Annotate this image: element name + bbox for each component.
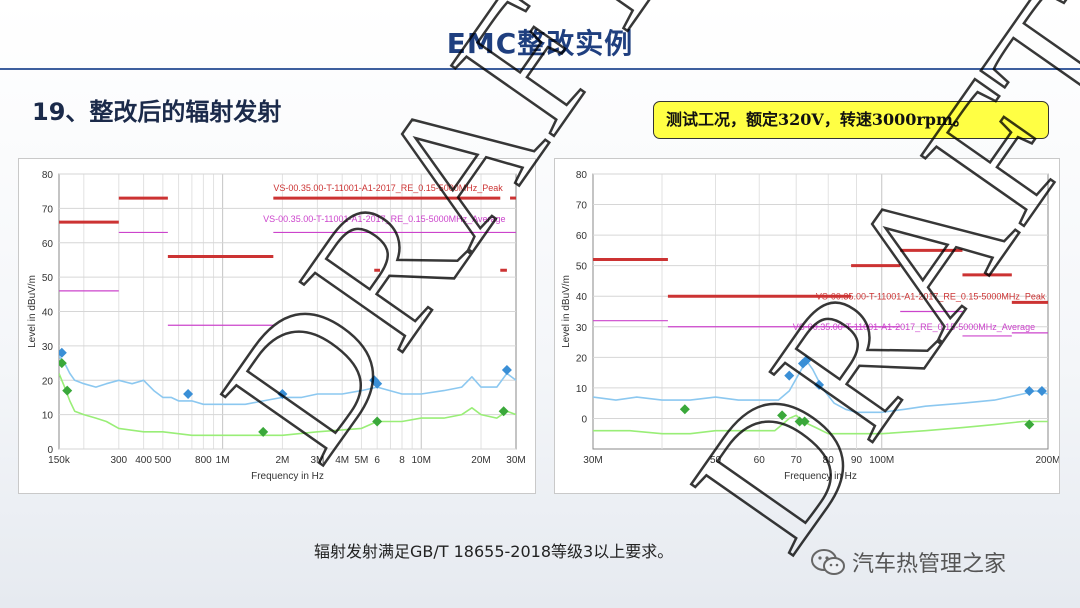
x-tick-label: 5M — [355, 455, 369, 466]
peak-marker — [501, 364, 512, 375]
x-tick-label: 4M — [335, 455, 349, 466]
x-tick-label: 8 — [399, 455, 405, 466]
y-tick-label: 80 — [42, 170, 54, 181]
peak-marker — [814, 379, 825, 390]
y-tick-label: 30 — [42, 342, 54, 353]
y-tick-label: 70 — [42, 204, 54, 215]
y-tick-label: 20 — [42, 376, 54, 387]
x-tick-label: 50 — [710, 455, 722, 466]
y-tick-label: 10 — [42, 411, 54, 422]
y-tick-label: 60 — [42, 239, 54, 250]
peak-trace-line — [59, 355, 516, 406]
x-tick-label: 200M — [1035, 455, 1059, 466]
wechat-icon — [811, 549, 845, 575]
test-condition-note: 测试工况，额定320V，转速3000rpm。 — [653, 101, 1049, 139]
x-tick-label: 300 — [110, 455, 127, 466]
compliance-caption: 辐射发射满足GB/T 18655-2018等级3以上要求。 — [314, 542, 674, 561]
chart-panel-high-band: 0 10 20 30 40 50 60 70 80 30M 50 60 70 80 90 100M 200M Fr… — [554, 158, 1060, 494]
peak-marker — [801, 355, 812, 366]
peak-marker — [784, 370, 795, 381]
plot-content: VS-00.35.00-T-11001-A1-2017_RE_0.15-5000… — [59, 183, 516, 437]
peak-marker — [183, 389, 194, 399]
y-tick-label: 20 — [576, 353, 588, 364]
peak-marker — [1024, 385, 1035, 396]
x-tick-label: 1M — [216, 455, 230, 466]
average-limit-label: VS-00.35.00-T-11001-A1-2017_RE_0.15-5000… — [793, 322, 1035, 332]
y-tick-label: 40 — [42, 308, 54, 319]
x-tick-label: 70 — [791, 455, 803, 466]
x-tick-label: 90 — [851, 455, 863, 466]
emission-chart-high-band: 0 10 20 30 40 50 60 70 80 30M 50 60 70 80 90 100M 200M Fr… — [561, 170, 1059, 482]
x-tick-label: 30M — [583, 455, 602, 466]
y-tick-label: 40 — [576, 292, 588, 303]
x-tick-label: 60 — [754, 455, 766, 466]
y-tick-label: 30 — [576, 323, 588, 334]
y-tick-label: 50 — [42, 273, 54, 284]
chart-panel-low-band: 0 10 20 30 40 50 60 70 80 150k 300 400 500 800 1M 2M 3M 4… — [18, 158, 536, 494]
plot-area — [592, 173, 1049, 450]
slide-title: EMC整改实例 — [446, 27, 634, 60]
brand-name: 汽车热管理之家 — [852, 552, 1007, 577]
average-marker — [372, 416, 383, 427]
y-axis-label: Level in dBuV/m — [561, 275, 572, 348]
x-tick-label: 400 — [135, 455, 152, 466]
y-tick-label: 50 — [576, 262, 588, 273]
x-tick-label: 2M — [275, 455, 289, 466]
average-marker — [777, 410, 788, 421]
x-tick-label: 100M — [869, 455, 894, 466]
average-marker — [1024, 419, 1035, 430]
y-tick-label: 0 — [581, 414, 587, 425]
x-tick-label: 500 — [155, 455, 172, 466]
average-marker — [258, 426, 269, 437]
average-marker — [799, 416, 810, 427]
peak-marker — [1036, 385, 1047, 396]
x-tick-label: 800 — [195, 455, 212, 466]
peak-marker — [59, 347, 67, 358]
title-divider — [0, 68, 1080, 70]
x-tick-label: 10M — [412, 455, 431, 466]
average-marker — [59, 358, 67, 369]
x-tick-label: 80 — [823, 455, 835, 466]
x-tick-label: 3M — [310, 455, 324, 466]
peak-limit-label: VS-00.35.00-T-11001-A1-2017_RE_0.15-5000… — [273, 183, 503, 193]
average-marker — [679, 404, 690, 415]
y-tick-label: 10 — [576, 384, 588, 395]
peak-trace-line — [593, 359, 1048, 414]
y-tick-label: 70 — [576, 201, 588, 212]
x-tick-label: 20M — [471, 455, 490, 466]
x-tick-label: 150k — [48, 455, 71, 466]
y-axis-label: Level in dBuV/m — [27, 275, 38, 348]
slide-subtitle: 19、整改后的辐射发射 — [32, 98, 282, 126]
y-tick-label: 80 — [576, 170, 588, 181]
average-limit-label: VS-00.35.00-T-11001-A1-2017_RE_0.15-5000… — [263, 214, 505, 224]
y-tick-label: 0 — [47, 445, 53, 456]
x-axis-label: Frequency in Hz — [784, 471, 857, 482]
emission-chart-low-band: 0 10 20 30 40 50 60 70 80 150k 300 400 500 800 1M 2M 3M 4… — [27, 170, 526, 482]
brand-block: 汽车热管理之家 — [810, 546, 1006, 578]
average-trace-line — [59, 373, 516, 437]
x-tick-label: 6 — [374, 455, 380, 466]
plot-content: VS-00.35.00-T-11001-A1-2017_RE_0.15-5000… — [593, 248, 1048, 435]
average-marker — [62, 385, 73, 396]
peak-marker — [372, 378, 383, 389]
x-axis-label: Frequency in Hz — [251, 471, 324, 482]
average-marker — [794, 416, 805, 427]
average-marker — [498, 406, 509, 417]
peak-marker — [277, 389, 288, 399]
peak-limit-label: VS-00.35.00-T-11001-A1-2017_RE_0.15-5000… — [816, 291, 1046, 301]
x-tick-label: 30M — [506, 455, 525, 466]
y-tick-label: 60 — [576, 231, 588, 242]
